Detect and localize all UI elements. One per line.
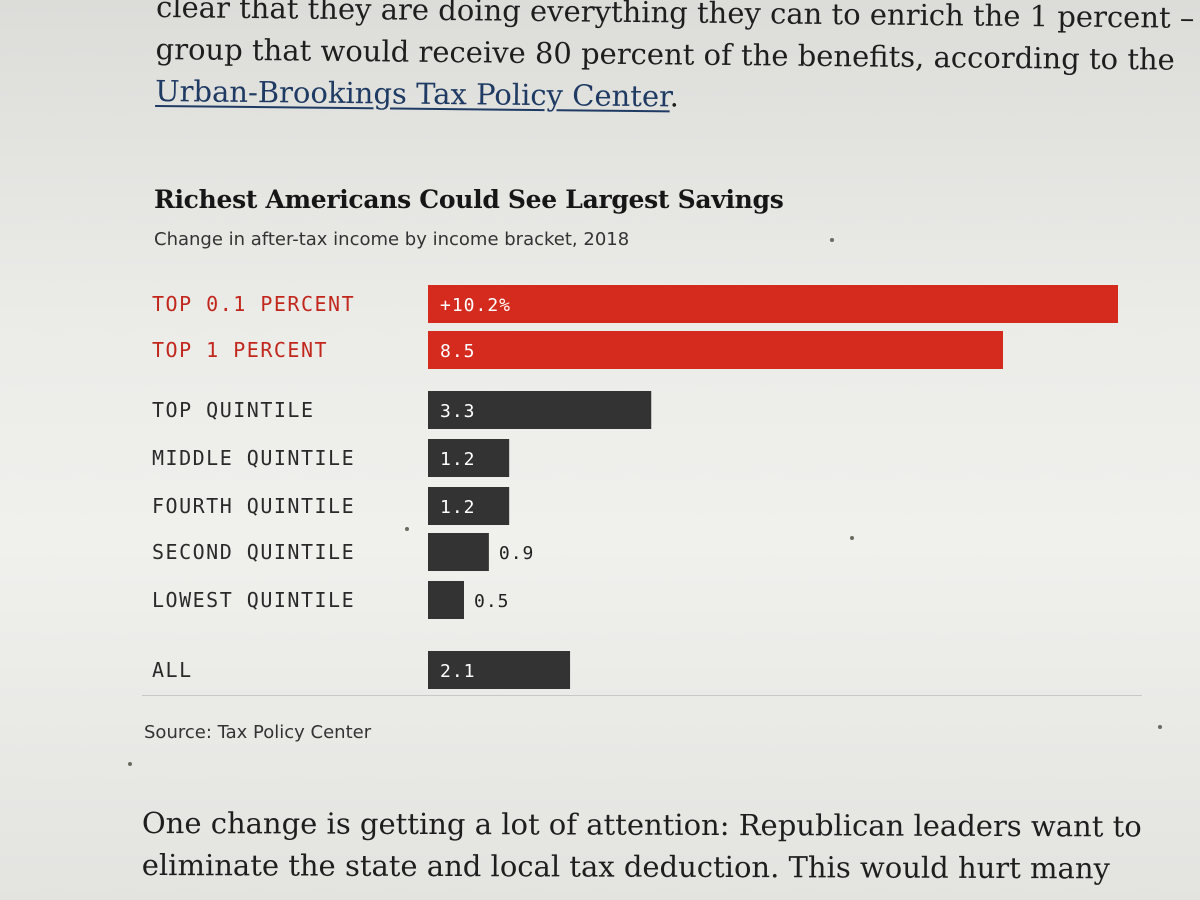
- category-label: MIDDLE QUINTILE: [152, 446, 355, 470]
- bar: [428, 651, 571, 689]
- article-paragraph-top: clear that they are doing everything the…: [155, 0, 1200, 123]
- dust-speck: [405, 527, 409, 531]
- category-label: FOURTH QUINTILE: [152, 494, 355, 518]
- bar: [428, 533, 489, 571]
- bar: [428, 439, 510, 477]
- article-paragraph-bottom: One change is getting a lot of attention…: [142, 802, 1142, 889]
- chart-title: Richest Americans Could See Largest Savi…: [154, 185, 784, 214]
- chart-divider: [142, 695, 1142, 696]
- value-label: 1.2: [440, 497, 476, 518]
- category-label: TOP QUINTILE: [152, 398, 315, 422]
- bar: [428, 285, 1118, 323]
- article-line: One change is getting a lot of attention…: [141, 806, 1142, 844]
- chart-plot: TOP 0.1 PERCENT +10.2% TOP 1 PERCENT 8.5 TOP…: [152, 285, 1118, 689]
- value-label: 2.1: [440, 661, 476, 682]
- bar: [428, 581, 464, 619]
- bar: [428, 391, 652, 429]
- dust-speck: [830, 238, 834, 242]
- value-label: +10.2%: [440, 295, 511, 316]
- value-label: 1.2: [440, 449, 476, 470]
- bar: [428, 487, 510, 525]
- category-label: SECOND QUINTILE: [152, 540, 355, 564]
- article-line: eliminate the state and local tax deduct…: [141, 847, 1110, 886]
- value-label: 3.3: [440, 401, 476, 422]
- chart-subtitle: Change in after-tax income by income bra…: [154, 229, 630, 250]
- dust-speck: [128, 762, 132, 766]
- bar-chart: Richest Americans Could See Largest Savi…: [140, 185, 1142, 765]
- value-label: 8.5: [440, 341, 476, 362]
- category-label: TOP 1 PERCENT: [152, 338, 328, 362]
- dust-speck: [850, 536, 854, 540]
- category-label: LOWEST QUINTILE: [152, 588, 355, 612]
- category-label: ALL: [152, 658, 193, 682]
- value-label: 0.5: [474, 591, 510, 612]
- tax-policy-center-link[interactable]: Urban-Brookings Tax Policy Center: [155, 73, 670, 114]
- value-label: 0.9: [499, 543, 535, 564]
- link-punctuation: .: [669, 79, 680, 114]
- chart-source: Source: Tax Policy Center: [144, 722, 372, 743]
- category-label: TOP 0.1 PERCENT: [152, 292, 355, 316]
- bar: [428, 331, 1003, 369]
- dust-speck: [1158, 725, 1162, 729]
